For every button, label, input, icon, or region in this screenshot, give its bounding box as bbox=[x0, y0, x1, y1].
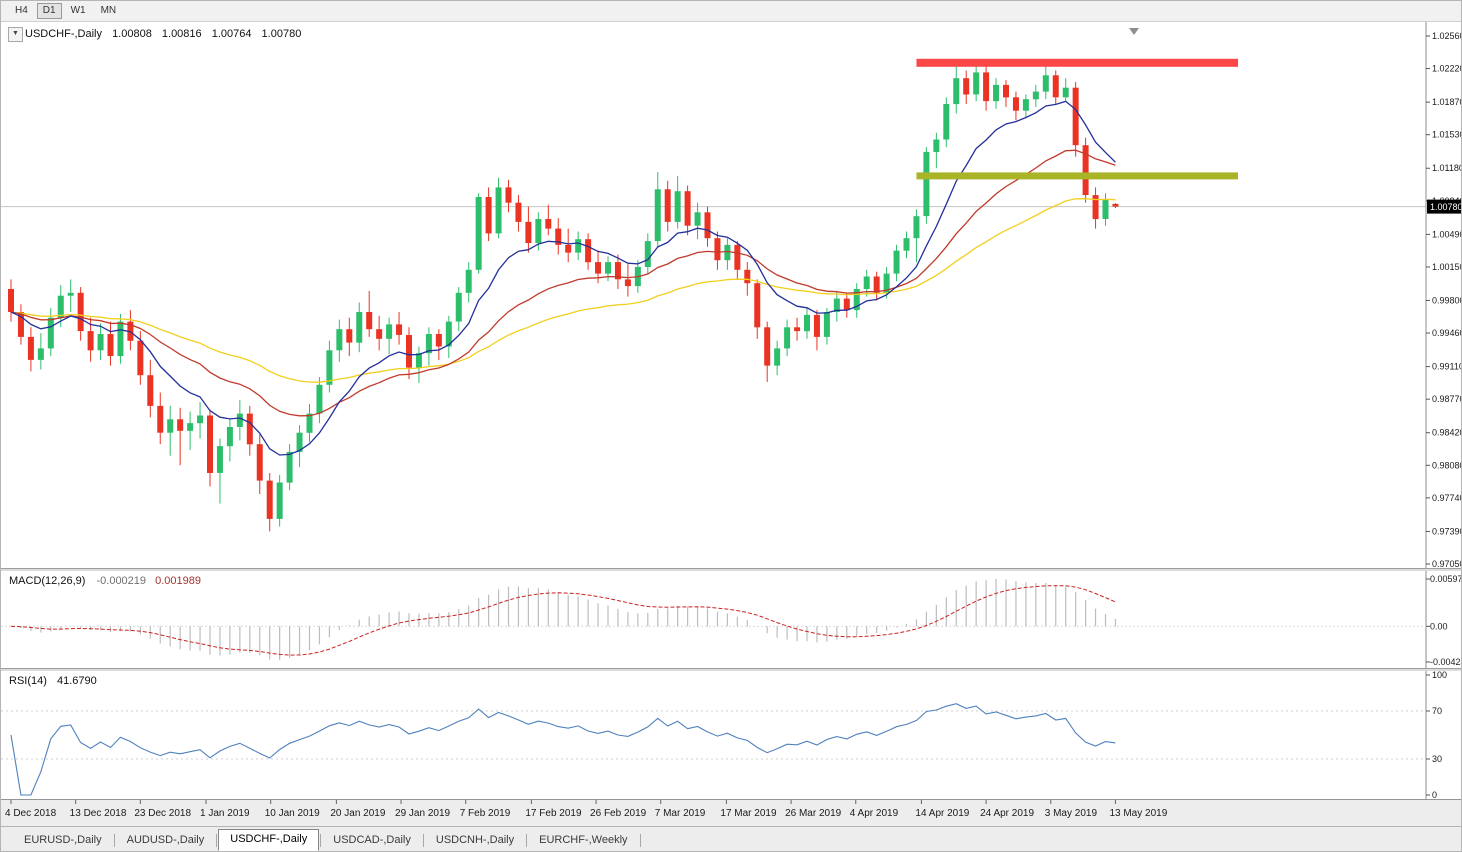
timeframe-button-mn[interactable]: MN bbox=[100, 5, 117, 16]
chart-collapse-icon[interactable]: ▼ bbox=[8, 27, 23, 42]
resistance-line[interactable] bbox=[916, 58, 1239, 67]
ohlc-high-value: 1.00816 bbox=[161, 28, 202, 40]
time-axis-label: 1 Jan 2019 bbox=[200, 808, 250, 819]
ohlc-close-value: 1.00780 bbox=[261, 28, 302, 40]
time-axis-label: 29 Jan 2019 bbox=[395, 808, 450, 819]
timeframe-button-w1[interactable]: W1 bbox=[70, 5, 86, 16]
chart-title: USDCHF-,Daily 1.00808 1.00816 1.00764 1.… bbox=[25, 28, 301, 40]
time-axis-label: 23 Dec 2018 bbox=[134, 808, 191, 819]
time-axis-label: 26 Feb 2019 bbox=[590, 808, 647, 819]
price-axis-label: 0.99460 bbox=[1432, 328, 1462, 338]
chart-tab-eurchf[interactable]: EURCHF-,Weekly bbox=[539, 834, 628, 846]
rsi-axis-label: 100 bbox=[1432, 671, 1447, 680]
current-price-badge bbox=[1427, 199, 1461, 214]
tab-separator bbox=[113, 833, 115, 847]
ma-fast-line bbox=[10, 100, 1116, 456]
tab-separator bbox=[639, 833, 641, 847]
timeframe-toolbar: H4 D1 W1 MN bbox=[1, 1, 1461, 22]
macd-histogram bbox=[20, 579, 1117, 660]
macd-signal-line bbox=[10, 585, 1116, 656]
time-axis-label: 14 Apr 2019 bbox=[915, 808, 969, 819]
pane-splitter[interactable] bbox=[1, 668, 1461, 671]
price-axis-label: 0.97740 bbox=[1432, 493, 1462, 503]
rsi-axis-label: 0 bbox=[1432, 790, 1437, 799]
chart-shift-marker-icon bbox=[1129, 28, 1139, 35]
time-axis-label: 3 May 2019 bbox=[1045, 808, 1098, 819]
price-axis-label: 0.98080 bbox=[1432, 460, 1462, 470]
time-axis-label: 17 Feb 2019 bbox=[525, 808, 582, 819]
macd-main-value: -0.000219 bbox=[96, 575, 147, 587]
tab-separator bbox=[422, 833, 424, 847]
rsi-label: RSI(14) bbox=[9, 675, 47, 687]
rsi-header: RSI(14) 41.6790 bbox=[9, 675, 97, 687]
time-axis-label: 13 May 2019 bbox=[1109, 808, 1167, 819]
support-line[interactable] bbox=[916, 172, 1239, 180]
macd-header: MACD(12,26,9) -0.000219 0.001989 bbox=[9, 575, 201, 587]
candlesticks[interactable] bbox=[8, 60, 1119, 532]
price-axis-label: 1.00150 bbox=[1432, 262, 1462, 272]
rsi-line bbox=[10, 703, 1116, 796]
chart-tab-usdchf[interactable]: USDCHF-,Daily bbox=[218, 829, 320, 851]
price-chart-pane[interactable]: 1.02560 1.02220 1.01870 1.01530 1.01180 1.008… bbox=[1, 22, 1462, 568]
time-axis-label: 26 Mar 2019 bbox=[785, 808, 842, 819]
ma-slow-line bbox=[10, 198, 1116, 383]
time-axis[interactable]: 4 Dec 2018 13 Dec 2018 23 Dec 2018 1 Jan 20… bbox=[1, 799, 1461, 826]
chart-tab-audusd[interactable]: AUDUSD-,Daily bbox=[126, 834, 205, 846]
time-axis-label: 7 Mar 2019 bbox=[655, 808, 706, 819]
ohlc-open-value: 1.00808 bbox=[112, 28, 152, 40]
price-axis-label: 1.01180 bbox=[1432, 163, 1462, 173]
rsi-axis-label: 70 bbox=[1432, 706, 1442, 716]
chart-tabs-bar: EURUSD-,Daily AUDUSD-,Daily USDCHF-,Daily U… bbox=[1, 826, 1461, 851]
time-axis-label: 4 Apr 2019 bbox=[850, 808, 899, 819]
price-axis-label: 1.01870 bbox=[1432, 97, 1462, 107]
price-axis-label: 0.97050 bbox=[1432, 559, 1462, 568]
price-axis-label: 1.00490 bbox=[1432, 229, 1462, 239]
tab-separator bbox=[216, 833, 218, 847]
macd-indicator-pane[interactable]: 0.00597 0.00 -0.00424 bbox=[1, 571, 1462, 668]
time-axis-label: 20 Jan 2019 bbox=[330, 808, 385, 819]
price-axis-label: 0.99800 bbox=[1432, 295, 1462, 305]
current-price-badge-text: 1.00780 bbox=[1430, 202, 1462, 212]
macd-axis-label: 0.00 bbox=[1430, 621, 1448, 631]
time-axis-label: 10 Jan 2019 bbox=[265, 808, 320, 819]
chart-tab-usdcad[interactable]: USDCAD-,Daily bbox=[333, 834, 411, 846]
rsi-axis-label: 30 bbox=[1432, 754, 1442, 764]
tab-separator bbox=[320, 833, 322, 847]
ma-medium-line bbox=[10, 149, 1116, 417]
macd-signal-value: 0.001989 bbox=[155, 575, 201, 587]
time-axis-label: 4 Dec 2018 bbox=[5, 808, 57, 819]
price-axis-label: 0.98420 bbox=[1432, 428, 1462, 438]
ohlc-low-value: 1.00764 bbox=[211, 28, 252, 40]
rsi-value: 41.6790 bbox=[56, 675, 97, 687]
symbol-timeframe-label: USDCHF-,Daily bbox=[25, 28, 102, 40]
time-axis-label: 7 Feb 2019 bbox=[460, 808, 511, 819]
macd-axis-label: -0.00424 bbox=[1430, 657, 1462, 667]
timeframe-button-h4[interactable]: H4 bbox=[15, 5, 28, 16]
timeframe-button-d1[interactable]: D1 bbox=[36, 3, 62, 19]
chart-tab-eurusd[interactable]: EURUSD-,Daily bbox=[24, 834, 102, 846]
price-axis-label: 1.02220 bbox=[1432, 64, 1462, 74]
price-axis-label: 0.99110 bbox=[1432, 362, 1462, 372]
rsi-indicator-pane[interactable]: 100 70 30 0 bbox=[1, 671, 1462, 799]
macd-label: MACD(12,26,9) bbox=[9, 575, 86, 587]
chart-tab-usdcnh[interactable]: USDCNH-,Daily bbox=[435, 834, 515, 846]
price-axis-label: 1.02560 bbox=[1432, 31, 1462, 41]
price-axis-label: 0.98770 bbox=[1432, 394, 1462, 404]
time-axis-label: 17 Mar 2019 bbox=[720, 808, 777, 819]
price-axis-label: 0.97390 bbox=[1432, 526, 1462, 536]
time-axis-label: 13 Dec 2018 bbox=[70, 808, 127, 819]
time-axis-canvas: 4 Dec 2018 13 Dec 2018 23 Dec 2018 1 Jan 20… bbox=[5, 800, 1168, 819]
macd-axis-label: 0.00597 bbox=[1430, 574, 1462, 584]
tab-separator bbox=[526, 833, 528, 847]
price-axis-label: 1.01530 bbox=[1432, 130, 1462, 140]
time-axis-label: 24 Apr 2019 bbox=[980, 808, 1034, 819]
pane-splitter[interactable] bbox=[1, 568, 1461, 571]
